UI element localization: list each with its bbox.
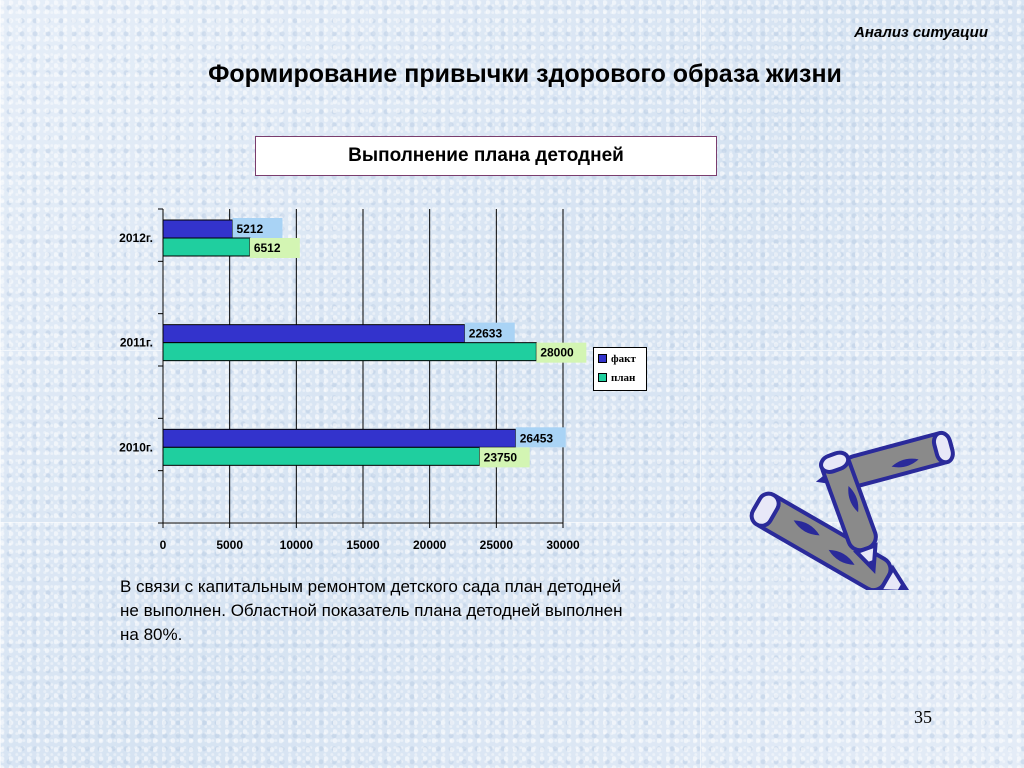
x-tick-label: 0 xyxy=(160,538,167,552)
bar-plan xyxy=(162,237,251,257)
bar-fact xyxy=(162,428,517,448)
page-number: 35 xyxy=(914,707,932,727)
data-label: 26453 xyxy=(520,431,554,445)
background-tile-line xyxy=(0,350,1024,351)
x-tick-label: 15000 xyxy=(346,538,380,552)
data-label-box xyxy=(515,427,566,448)
data-label: 28000 xyxy=(540,346,574,360)
y-tick-label: 2010г. xyxy=(119,440,153,454)
chart-legend: факт план xyxy=(593,347,647,391)
legend-label-fact: факт xyxy=(611,352,636,365)
legend-label-plan: план xyxy=(611,371,636,384)
y-tick-label: 2012г. xyxy=(119,231,153,245)
bar-plan xyxy=(162,342,537,362)
x-tick-label: 20000 xyxy=(413,538,447,552)
x-tick-label: 10000 xyxy=(280,538,314,552)
x-tick-label: 30000 xyxy=(546,538,580,552)
legend-swatch-plan xyxy=(598,373,607,382)
analysis-text: В связи с капитальным ремонтом детского … xyxy=(120,577,623,644)
legend-swatch-fact xyxy=(598,354,607,363)
data-label-box xyxy=(232,218,283,238)
data-label-box xyxy=(464,322,515,343)
bar-fact xyxy=(162,324,466,344)
data-label-box xyxy=(249,238,300,258)
data-label-box xyxy=(479,447,530,468)
legend-item-plan: план xyxy=(598,369,646,386)
data-label: 5212 xyxy=(236,222,263,236)
data-label: 6512 xyxy=(254,241,281,255)
background-tile-line xyxy=(700,0,701,768)
crayons-icon xyxy=(749,430,955,590)
bar-fact xyxy=(162,219,233,239)
background-tile-line xyxy=(0,0,1,768)
data-label: 22633 xyxy=(469,327,503,341)
bar-plan xyxy=(162,446,481,466)
legend-item-fact: факт xyxy=(598,350,646,367)
chart-title: Выполнение плана детодней xyxy=(255,136,717,176)
y-tick-label: 2011г. xyxy=(120,336,153,350)
data-label-box xyxy=(536,342,587,363)
x-tick-label: 25000 xyxy=(480,538,514,552)
data-label: 23750 xyxy=(484,450,518,464)
x-tick-label: 5000 xyxy=(216,538,243,552)
page-title: Формирование привычки здорового образа ж… xyxy=(208,60,842,88)
section-label: Анализ ситуации xyxy=(854,24,988,41)
